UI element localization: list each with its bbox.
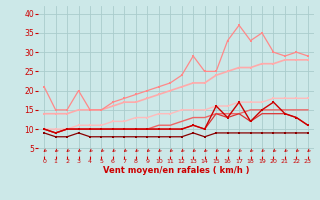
X-axis label: Vent moyen/en rafales ( km/h ): Vent moyen/en rafales ( km/h ) (103, 166, 249, 175)
